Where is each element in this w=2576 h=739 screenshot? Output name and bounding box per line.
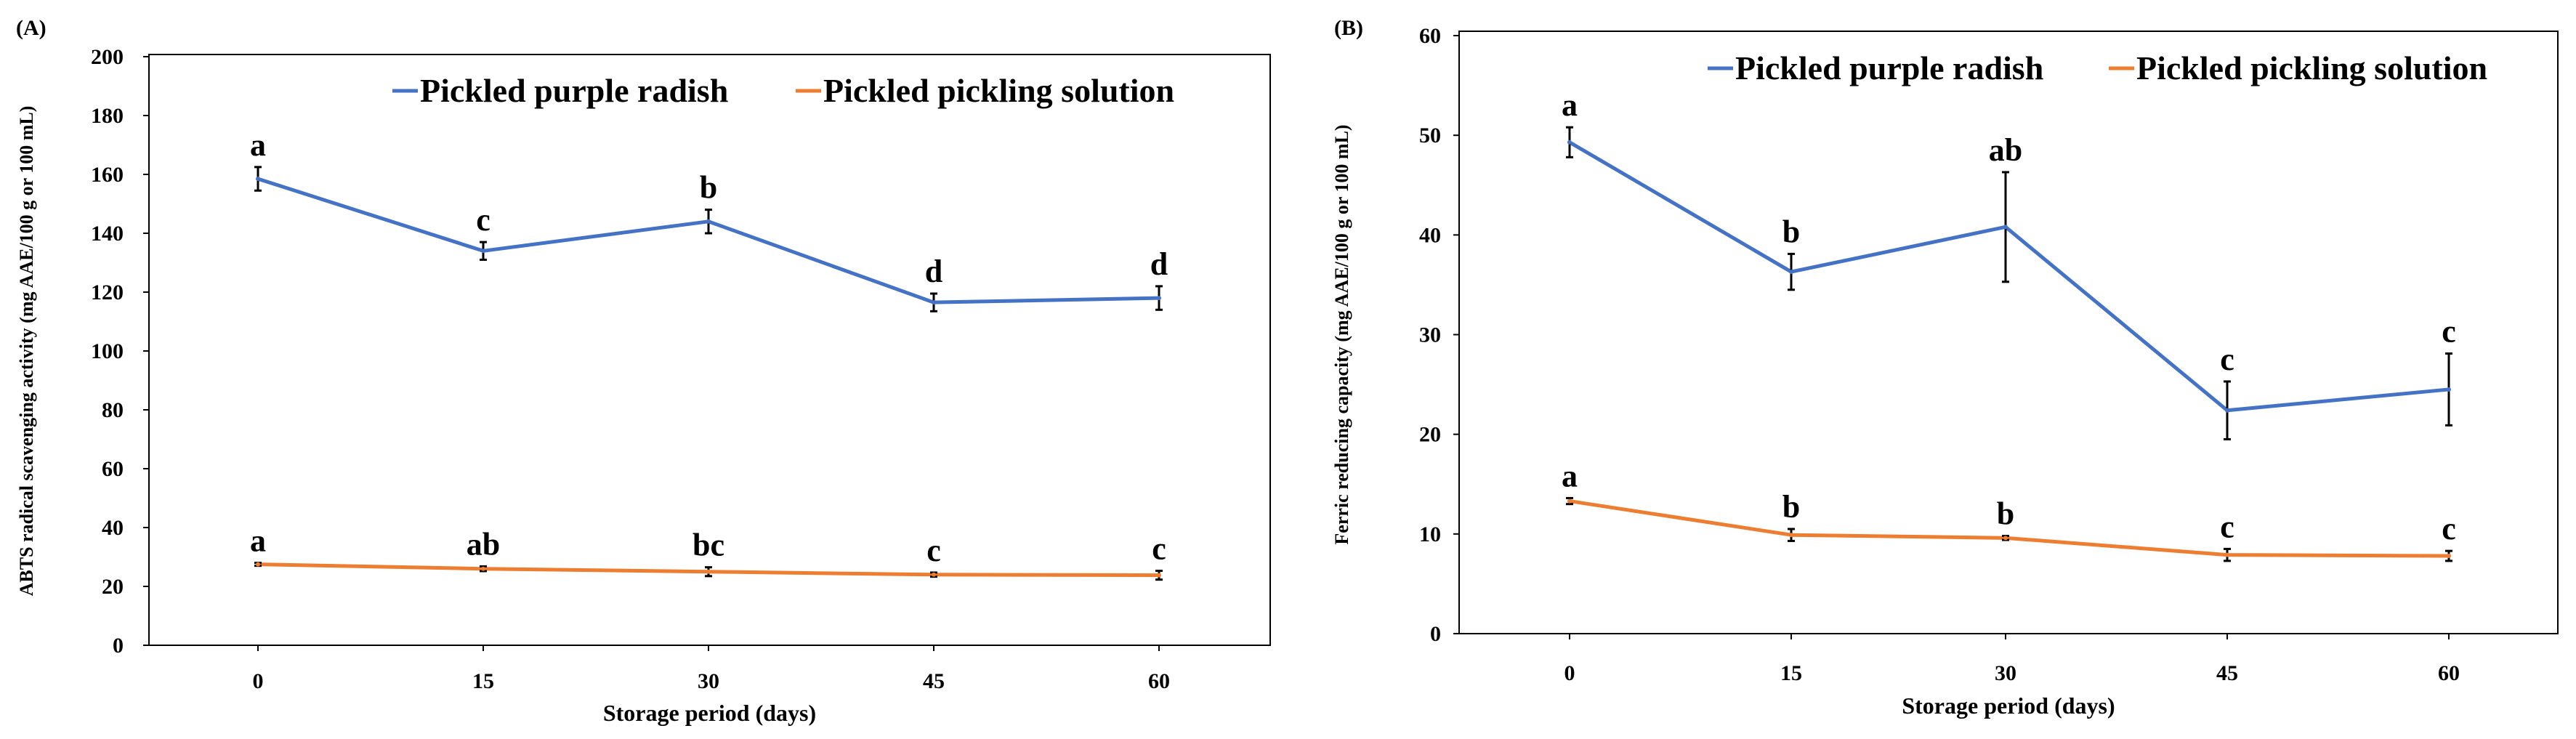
data-point xyxy=(2447,387,2451,392)
y-tick-label: 60 xyxy=(102,457,124,481)
data-point xyxy=(1789,533,1793,538)
y-tick-label: 50 xyxy=(1419,124,1441,148)
x-axis-title: Storage period (days) xyxy=(603,700,816,726)
y-tick-label: 0 xyxy=(1430,622,1441,646)
x-axis-title: Storage period (days) xyxy=(1902,692,2115,719)
y-tick-label: 30 xyxy=(1419,323,1441,347)
significance-label: c xyxy=(2220,342,2234,377)
x-tick-label: 45 xyxy=(923,669,945,693)
significance-label: a xyxy=(1562,458,1578,493)
data-point xyxy=(2003,536,2008,541)
y-tick-label: 10 xyxy=(1419,522,1441,546)
data-point xyxy=(932,572,936,577)
significance-label: b xyxy=(1782,214,1800,249)
plot-frame xyxy=(1458,31,2559,634)
y-tick-label: 60 xyxy=(1419,24,1441,48)
significance-label: b xyxy=(1782,489,1800,525)
y-tick-label: 180 xyxy=(91,104,124,128)
data-point xyxy=(256,562,260,567)
data-point xyxy=(2003,225,2008,230)
data-point xyxy=(256,177,260,182)
y-tick-label: 200 xyxy=(91,45,124,69)
data-point xyxy=(706,569,711,574)
chart-panel-0: (A) 0 20 40 60 80 100 120 140 160 180 200 0 15 30 45 60 S… xyxy=(16,16,1271,726)
data-point xyxy=(481,249,485,254)
chart-panel-1: (B) 0 10 20 30 40 50 60 0 15 30 45 60 Storage period … xyxy=(1331,16,2559,719)
data-point xyxy=(2225,408,2229,413)
significance-label: b xyxy=(1997,496,2014,532)
y-tick-label: 20 xyxy=(102,575,124,599)
y-tick-label: 40 xyxy=(102,516,124,540)
y-tick-label: 0 xyxy=(113,634,124,658)
significance-label: c xyxy=(1152,531,1166,567)
y-axis-title: Ferric reducing capacity (mg AAE/100 g o… xyxy=(1331,124,1352,544)
data-point xyxy=(2447,554,2451,559)
significance-label: d xyxy=(1150,246,1168,282)
significance-label: a xyxy=(250,523,266,559)
y-tick-label: 140 xyxy=(91,222,124,246)
x-tick-label: 30 xyxy=(1995,661,2016,685)
x-tick-label: 60 xyxy=(1148,669,1170,693)
x-tick-label: 0 xyxy=(253,669,264,693)
significance-label: ab xyxy=(467,526,500,562)
legend-label-1: Pickled pickling solution xyxy=(823,72,1174,109)
legend-label-1: Pickled pickling solution xyxy=(2136,49,2487,86)
significance-label: bc xyxy=(693,528,724,563)
y-tick-label: 40 xyxy=(1419,223,1441,247)
x-tick-label: 60 xyxy=(2438,661,2460,685)
significance-label: a xyxy=(1562,87,1578,123)
significance-label: d xyxy=(925,254,942,289)
x-tick-label: 0 xyxy=(1564,661,1575,685)
x-tick-label: 15 xyxy=(472,669,494,693)
y-tick-label: 100 xyxy=(91,339,124,363)
panel-label: (A) xyxy=(16,16,47,40)
plot-frame xyxy=(148,54,1271,646)
legend-label-0: Pickled purple radish xyxy=(420,72,728,109)
significance-label: b xyxy=(700,170,717,206)
y-tick-label: 120 xyxy=(91,280,124,304)
legend-label-0: Pickled purple radish xyxy=(1735,49,2043,86)
data-point xyxy=(1789,270,1793,275)
data-point xyxy=(932,300,936,305)
significance-label: c xyxy=(926,533,941,568)
significance-label: a xyxy=(250,127,266,163)
y-axis-title: ABTS radical scavenging activity (mg AAE… xyxy=(16,106,37,597)
data-point xyxy=(1567,140,1572,145)
significance-label: c xyxy=(2442,314,2456,350)
series-line-0 xyxy=(1568,140,2450,413)
data-point xyxy=(706,219,711,224)
x-tick-label: 45 xyxy=(2216,661,2238,685)
x-tick-label: 15 xyxy=(1780,661,1802,685)
x-tick-label: 30 xyxy=(698,669,719,693)
significance-label: c xyxy=(476,202,490,238)
data-point xyxy=(1157,296,1161,301)
panel-label: (B) xyxy=(1334,16,1363,40)
y-tick-label: 20 xyxy=(1419,423,1441,447)
data-point xyxy=(1157,573,1161,578)
y-tick-label: 160 xyxy=(91,163,124,187)
data-point xyxy=(481,566,485,571)
significance-label: c xyxy=(2442,511,2456,546)
significance-label: ab xyxy=(1989,132,2022,168)
data-point xyxy=(2225,552,2229,557)
significance-label: c xyxy=(2220,509,2234,544)
y-tick-label: 80 xyxy=(102,398,124,422)
data-point xyxy=(1567,498,1572,504)
